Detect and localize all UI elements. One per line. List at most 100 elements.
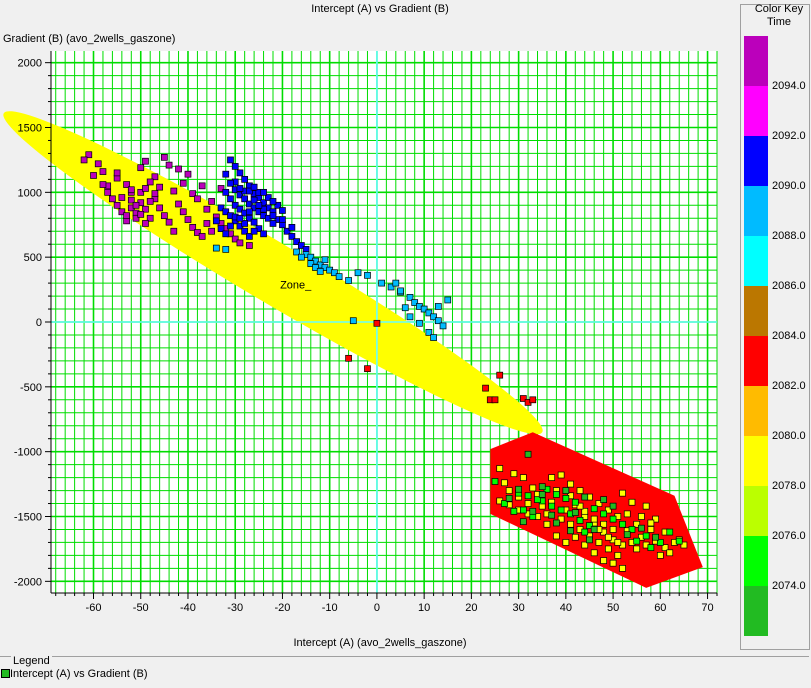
data-point: [345, 354, 352, 362]
data-point: [99, 181, 107, 188]
data-point: [491, 396, 499, 404]
data-point: [430, 313, 437, 321]
y-axis-label: Gradient (B) (avo_2wells_gaszone): [3, 33, 176, 45]
data-point: [652, 533, 659, 541]
data-point: [250, 196, 258, 204]
data-point: [590, 505, 598, 513]
data-point: [208, 227, 215, 235]
data-point: [246, 208, 253, 216]
x-tick-label: -30: [227, 602, 243, 614]
data-point: [316, 268, 324, 275]
data-point: [600, 557, 607, 564]
data-point: [538, 483, 546, 491]
data-point: [392, 279, 400, 287]
x-tick-label: 20: [465, 602, 477, 614]
x-tick-label: 10: [418, 602, 430, 614]
data-point: [505, 487, 513, 494]
data-point: [638, 513, 645, 520]
data-point: [293, 238, 300, 245]
data-point: [633, 545, 641, 553]
data-point: [217, 225, 225, 232]
data-point: [288, 233, 296, 240]
axes: -60 -50 -40 -30 -20 -10 0 10 20 30 40 50 60 70 -2000 -1…: [14, 51, 718, 614]
data-point: [581, 493, 589, 501]
data-point: [260, 188, 267, 196]
data-point: [142, 185, 149, 192]
data-point: [94, 160, 102, 168]
data-point: [279, 207, 286, 214]
data-point: [231, 235, 239, 243]
y-tick-label: 2000: [18, 58, 42, 70]
data-point: [482, 384, 489, 392]
data-point: [203, 205, 211, 213]
data-point: [491, 478, 499, 485]
data-point: [619, 489, 626, 497]
data-point: [581, 507, 589, 515]
data-point: [279, 216, 286, 223]
data-point: [241, 176, 249, 183]
data-point: [642, 502, 650, 510]
chart-title: Intercept (A) vs Gradient (B): [311, 3, 449, 15]
x-tick-label: -50: [133, 602, 149, 614]
data-point: [109, 195, 116, 203]
scatter-plot[interactable]: -60 -50 -40 -30 -20 -10 0 10 20 30 40 50 60 70 -2000 -1…: [0, 0, 740, 634]
data-point: [628, 526, 636, 533]
color-key-segment: [744, 586, 768, 636]
data-point: [269, 212, 277, 220]
data-point: [170, 187, 178, 195]
data-point: [609, 502, 617, 510]
x-tick-label: 30: [512, 602, 524, 614]
data-point: [104, 188, 112, 196]
color-key-label: 2076.0: [772, 530, 806, 542]
data-point: [519, 395, 527, 402]
color-key-label: 2088.0: [772, 230, 806, 242]
data-point: [439, 322, 447, 330]
data-point: [378, 279, 385, 287]
data-point: [132, 214, 140, 222]
data-point: [250, 218, 258, 226]
data-point: [222, 208, 230, 216]
data-point: [260, 205, 267, 213]
data-point: [656, 552, 664, 559]
data-point: [137, 211, 145, 218]
data-point: [600, 520, 607, 528]
data-point: [364, 365, 371, 373]
data-point: [222, 230, 230, 238]
data-point: [586, 522, 593, 529]
color-key-label: 2082.0: [772, 380, 806, 392]
data-point: [175, 165, 182, 173]
data-point: [198, 182, 206, 190]
data-point: [241, 195, 249, 203]
color-key-segment: [744, 436, 768, 486]
color-key-header: Color Key Time: [748, 3, 810, 29]
data-point: [605, 545, 612, 553]
data-point: [137, 188, 145, 196]
legend-entry[interactable]: Intercept (A) vs Gradient (B): [10, 668, 148, 680]
data-point: [524, 492, 532, 500]
data-point: [652, 515, 659, 523]
data-point: [571, 509, 579, 516]
data-point: [633, 520, 641, 528]
data-point: [227, 179, 234, 187]
data-point: [524, 500, 532, 507]
data-point: [194, 195, 201, 203]
color-key-label: 2090.0: [772, 180, 806, 192]
data-point: [373, 319, 381, 327]
color-key-segment: [744, 36, 768, 86]
data-point: [127, 196, 135, 204]
data-point: [250, 227, 258, 235]
data-point: [113, 201, 121, 209]
data-point: [283, 227, 291, 235]
y-tick-label: -2000: [14, 576, 42, 588]
data-point: [354, 269, 362, 277]
data-point: [548, 474, 556, 481]
color-key-segment: [744, 186, 768, 236]
data-point: [501, 479, 508, 487]
data-point: [231, 201, 239, 209]
data-point: [293, 248, 300, 256]
data-point: [364, 271, 371, 279]
data-point: [411, 299, 419, 306]
data-point: [151, 190, 159, 197]
data-point: [85, 151, 93, 159]
color-key-segment: [744, 236, 768, 286]
